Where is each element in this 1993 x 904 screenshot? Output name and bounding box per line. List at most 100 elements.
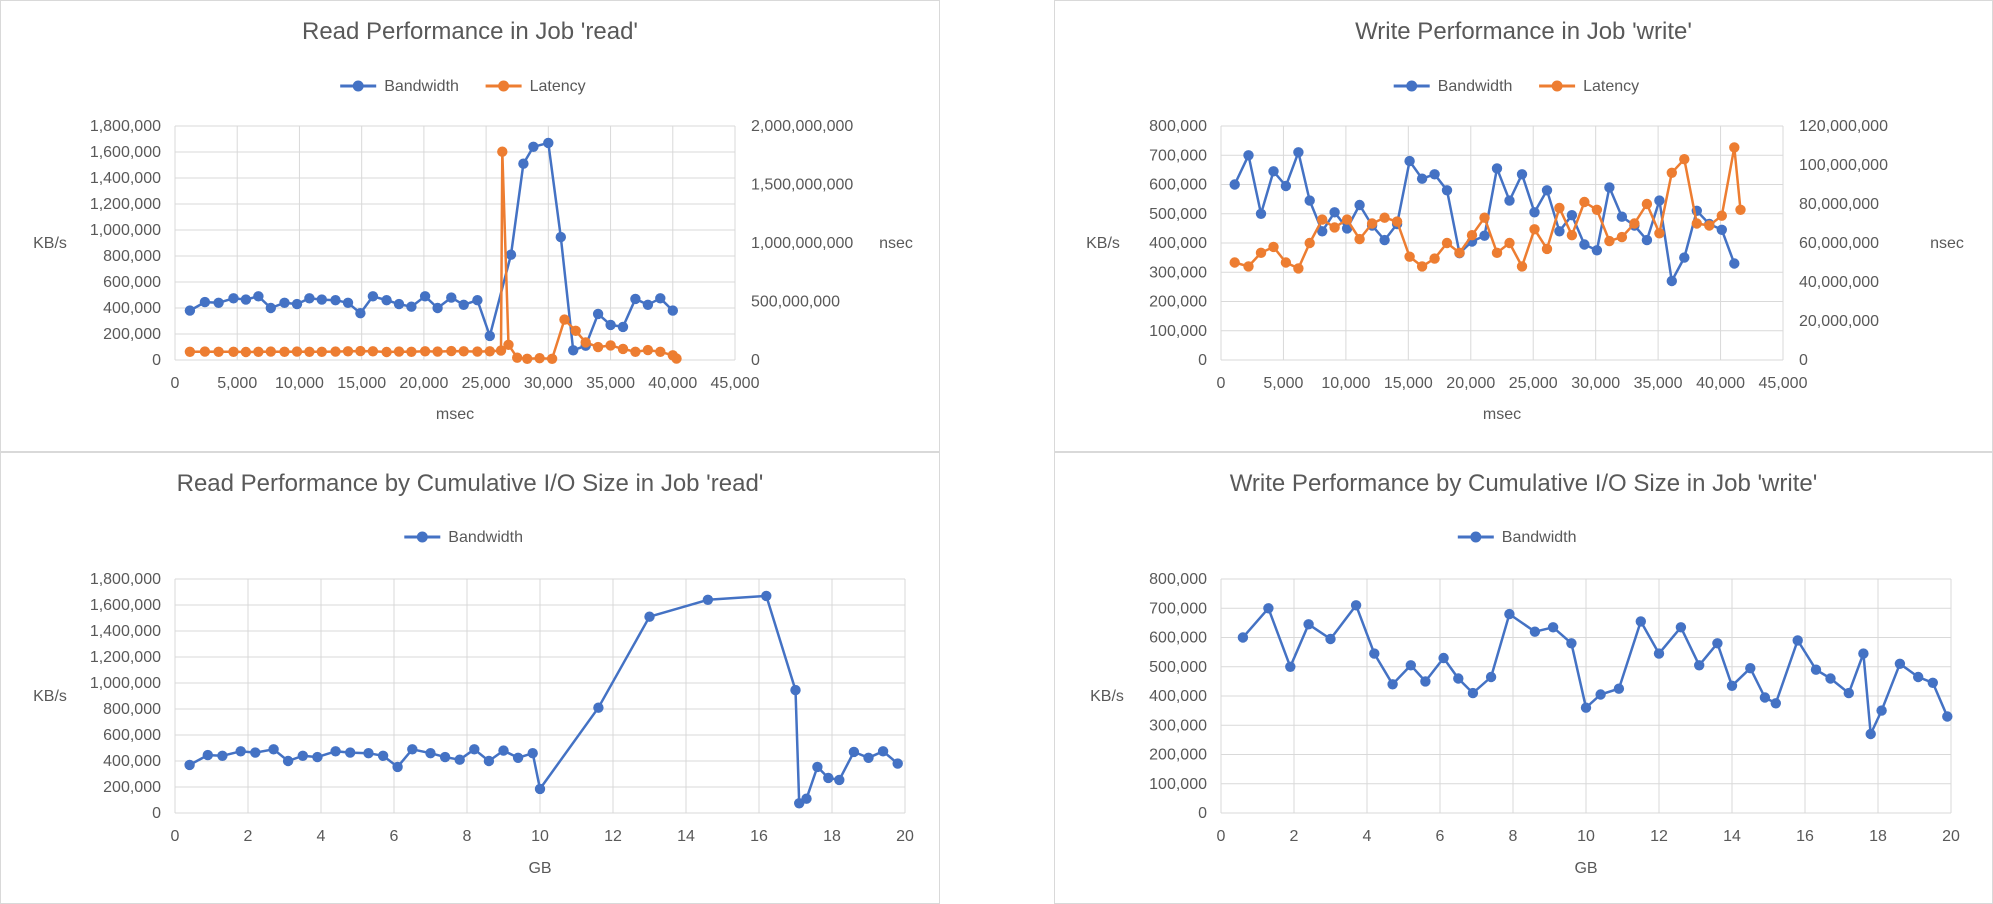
data-point	[534, 353, 545, 364]
data-point	[1441, 185, 1453, 196]
x-tick-label: 15,000	[1384, 375, 1433, 392]
y-tick-label: 0	[152, 352, 161, 369]
series-line	[189, 150, 678, 361]
data-point	[1293, 263, 1304, 274]
data-point	[1404, 251, 1415, 262]
data-point	[1429, 169, 1440, 180]
legend-marker	[416, 531, 428, 543]
x-tick-label: 30,000	[1571, 375, 1620, 392]
data-point	[1579, 239, 1590, 250]
data-point	[1420, 676, 1431, 687]
data-point	[393, 346, 405, 357]
legend-item-bandwidth: Bandwidth	[1393, 78, 1513, 95]
data-point	[761, 590, 772, 602]
data-point	[655, 346, 666, 357]
data-point	[812, 761, 823, 773]
x-axis-title: msec	[436, 406, 474, 423]
legend-marker	[1551, 80, 1563, 92]
data-point	[483, 755, 495, 767]
data-point	[363, 748, 374, 759]
data-point	[253, 291, 264, 302]
y-tick-label: 400,000	[1149, 235, 1207, 252]
y-tick-label: 1,800,000	[90, 118, 161, 135]
data-point	[1329, 207, 1340, 218]
y2-tick-label: 40,000,000	[1799, 274, 1879, 291]
data-point	[1616, 211, 1628, 222]
y-tick-label: 100,000	[1149, 776, 1207, 793]
data-point	[1354, 233, 1365, 245]
legend-label: Bandwidth	[1502, 529, 1577, 546]
y-tick-label: 400,000	[103, 300, 161, 317]
data-point	[1325, 633, 1336, 645]
data-point	[605, 319, 616, 331]
write-time-chart: Write Performance in Job 'write' Bandwidt…	[1054, 0, 1993, 452]
x-tick-label: 16	[1796, 828, 1814, 845]
y-tick-label: 800,000	[103, 248, 161, 265]
x-tick-label: 20,000	[399, 375, 448, 392]
data-point	[505, 249, 517, 260]
x-tick-label: 6	[1436, 828, 1445, 845]
x-tick-label: 0	[1217, 828, 1226, 845]
data-point	[570, 325, 581, 336]
x-axis-title: GB	[1574, 860, 1597, 877]
data-point	[527, 748, 538, 759]
y2-tick-label: 20,000,000	[1799, 313, 1879, 330]
data-point	[1694, 660, 1705, 671]
data-point	[1485, 671, 1497, 683]
data-point	[316, 294, 327, 305]
legend-label: Bandwidth	[1438, 78, 1513, 95]
data-point	[1825, 673, 1836, 684]
data-point	[425, 748, 436, 759]
y2-tick-label: 1,500,000,000	[751, 177, 853, 194]
y2-tick-label: 500,000,000	[751, 294, 840, 311]
write-size-chart: Write Performance by Cumulative I/O Size…	[1054, 452, 1993, 904]
legend-item-latency: Latency	[485, 78, 586, 95]
data-point	[1566, 210, 1578, 221]
data-point	[1317, 226, 1328, 237]
legend-marker	[352, 80, 364, 92]
data-point	[1268, 241, 1279, 253]
data-point	[240, 346, 252, 358]
data-point	[1629, 218, 1640, 229]
y-tick-label: 1,000,000	[90, 222, 161, 239]
y2-axis-title: nsec	[879, 235, 913, 252]
data-point	[1554, 202, 1565, 214]
data-point	[228, 293, 239, 304]
data-point	[702, 594, 714, 605]
data-point	[454, 754, 465, 765]
x-axis-title: msec	[1483, 406, 1521, 423]
data-point	[253, 346, 264, 357]
data-point	[1641, 198, 1653, 210]
data-point	[1580, 702, 1592, 713]
data-point	[458, 299, 469, 310]
chart-svg: Read Performance by Cumulative I/O Size …	[33, 470, 914, 877]
data-point	[1616, 231, 1628, 243]
y-tick-label: 1,400,000	[90, 623, 161, 640]
chart-title: Write Performance in Job 'write'	[1355, 18, 1692, 45]
data-point	[469, 744, 480, 755]
series-latency	[184, 146, 682, 364]
data-point	[534, 783, 546, 795]
data-point	[1726, 680, 1738, 691]
y-tick-label: 200,000	[103, 326, 161, 343]
data-point	[617, 343, 629, 355]
data-point	[446, 292, 457, 303]
data-point	[312, 751, 323, 763]
data-point	[555, 231, 566, 243]
legend: Bandwidth	[1457, 529, 1577, 546]
data-point	[484, 330, 495, 342]
data-point	[279, 297, 290, 308]
y2-tick-label: 0	[751, 352, 760, 369]
x-tick-label: 20,000	[1446, 375, 1495, 392]
x-tick-label: 40,000	[1696, 375, 1745, 392]
data-point	[1729, 258, 1740, 269]
y-tick-label: 500,000	[1149, 659, 1207, 676]
x-tick-label: 35,000	[1634, 375, 1683, 392]
data-point	[472, 295, 483, 306]
legend: Bandwidth Latency	[1393, 78, 1639, 95]
data-point	[512, 752, 524, 763]
data-point	[1591, 204, 1603, 215]
data-point	[1691, 218, 1702, 229]
chart-title: Write Performance by Cumulative I/O Size…	[1230, 470, 1818, 497]
x-tick-label: 10	[1577, 828, 1595, 845]
